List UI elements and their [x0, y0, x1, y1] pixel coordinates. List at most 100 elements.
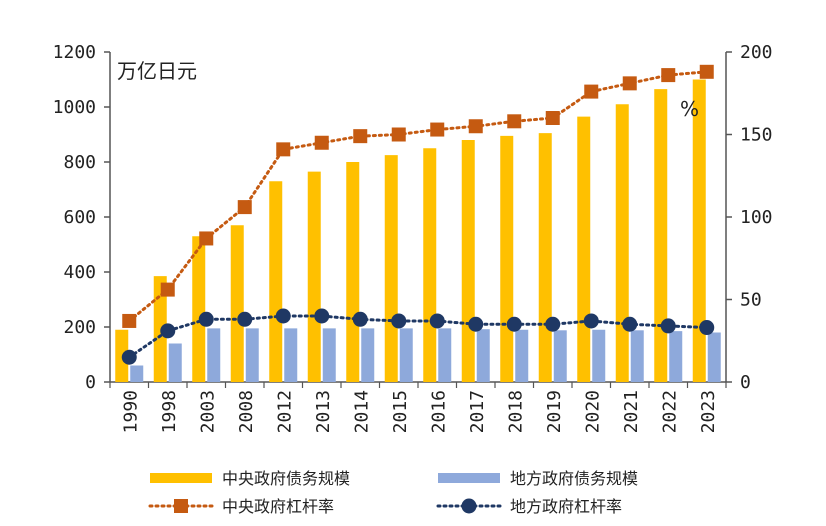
local-leverage-point — [314, 308, 330, 324]
central-leverage-point — [545, 111, 560, 125]
local-leverage-line — [127, 314, 709, 359]
central-leverage-point — [391, 127, 406, 142]
left-tick-label: 0 — [85, 372, 96, 393]
legend-swatch — [438, 473, 500, 483]
local-debt-bar — [438, 328, 452, 382]
central-debt-bar — [654, 89, 668, 382]
local-debt-bar — [515, 329, 529, 382]
legend-label: 中央政府债务规模 — [222, 469, 350, 488]
central-leverage-point — [430, 122, 445, 137]
central-leverage-point — [622, 76, 637, 91]
local-debt-bar — [168, 343, 182, 382]
local-leverage-point — [275, 308, 291, 324]
central-debt-bar — [500, 135, 514, 382]
right-tick-label: 200 — [740, 42, 773, 63]
x-tick-label: 2018 — [505, 390, 526, 433]
central-leverage-point — [584, 84, 599, 99]
central-debt-bar — [538, 133, 552, 382]
local-leverage-point — [583, 313, 599, 329]
left-axis-unit-label: 万亿日元 — [117, 59, 197, 83]
local-leverage-point — [660, 318, 676, 334]
central-leverage-point — [237, 200, 252, 215]
legend-label: 中央政府杠杆率 — [222, 497, 334, 516]
local-debt-bar — [707, 332, 721, 382]
right-tick-label: 0 — [740, 372, 751, 393]
lines — [121, 64, 715, 365]
right-tick-label: 50 — [740, 290, 762, 311]
local-debt-bar — [476, 329, 490, 382]
x-tick-label: 2015 — [390, 390, 411, 433]
legend-label: 地方政府杠杆率 — [510, 497, 622, 516]
central-leverage-point — [122, 313, 137, 328]
left-tick-label: 400 — [63, 262, 96, 283]
central-leverage-point — [199, 231, 214, 246]
x-tick-label: 2012 — [274, 390, 295, 433]
local-debt-bar — [245, 328, 259, 382]
local-leverage-point — [237, 311, 253, 327]
central-leverage-point — [468, 119, 483, 134]
legend-label: 地方政府债务规模 — [510, 469, 638, 488]
central-leverage-point — [353, 129, 368, 144]
legend-marker — [174, 499, 188, 513]
x-tick-label: 2019 — [544, 390, 565, 433]
central-debt-bar — [423, 148, 437, 382]
local-debt-bar — [669, 331, 683, 382]
x-tick-label: 2021 — [621, 390, 642, 433]
left-tick-label: 1200 — [53, 42, 96, 63]
right-tick-label: 100 — [740, 207, 773, 228]
local-debt-bar — [630, 330, 644, 382]
local-leverage-point — [352, 311, 368, 327]
local-debt-bar — [553, 330, 567, 382]
local-leverage-point — [160, 323, 176, 339]
x-tick-label: 2022 — [659, 390, 680, 433]
x-tick-label: 2020 — [582, 390, 603, 433]
right-axis-unit-label: % — [680, 97, 699, 121]
central-debt-bar — [615, 104, 629, 382]
central-leverage-line — [127, 70, 709, 323]
central-leverage-point — [661, 68, 676, 83]
central-debt-bar — [461, 140, 475, 382]
local-leverage-point — [468, 316, 484, 332]
central-debt-bar — [692, 79, 706, 382]
central-leverage-point — [314, 135, 329, 150]
local-debt-bar — [207, 328, 221, 382]
x-tick-label: 2014 — [351, 390, 372, 433]
local-debt-bar — [284, 328, 298, 382]
x-tick-label: 2003 — [197, 390, 218, 433]
central-debt-bar — [153, 276, 167, 382]
legend-swatch — [150, 473, 212, 483]
local-debt-bar — [592, 329, 606, 382]
central-debt-bar — [192, 236, 206, 382]
local-leverage-point — [545, 316, 561, 332]
local-leverage-point — [506, 316, 522, 332]
local-debt-bar — [399, 328, 413, 382]
x-tick-label: 2013 — [313, 390, 334, 433]
central-debt-bar — [346, 162, 360, 382]
local-debt-bar — [322, 328, 336, 382]
x-tick-label: 2017 — [467, 390, 488, 433]
central-debt-bar — [384, 155, 398, 382]
x-tick-label: 1990 — [120, 390, 141, 433]
local-leverage-point — [699, 320, 715, 336]
local-debt-bar — [361, 328, 375, 382]
left-tick-label: 800 — [63, 152, 96, 173]
central-leverage-point — [276, 142, 291, 157]
x-tick-label: 2023 — [698, 390, 719, 433]
local-leverage-point — [622, 316, 638, 332]
x-tick-label: 2008 — [236, 390, 257, 433]
central-leverage-point — [699, 64, 714, 79]
left-tick-label: 600 — [63, 207, 96, 228]
central-debt-bar — [230, 225, 244, 382]
right-tick-label: 150 — [740, 125, 773, 146]
legend-marker — [461, 498, 477, 514]
local-leverage-point — [429, 313, 445, 329]
central-leverage-point — [507, 114, 522, 129]
central-debt-bar — [115, 329, 129, 382]
x-tick-label: 1998 — [159, 390, 180, 433]
bars — [115, 79, 721, 382]
left-tick-label: 200 — [63, 317, 96, 338]
x-tick-label: 2016 — [428, 390, 449, 433]
central-leverage-point — [160, 282, 175, 297]
